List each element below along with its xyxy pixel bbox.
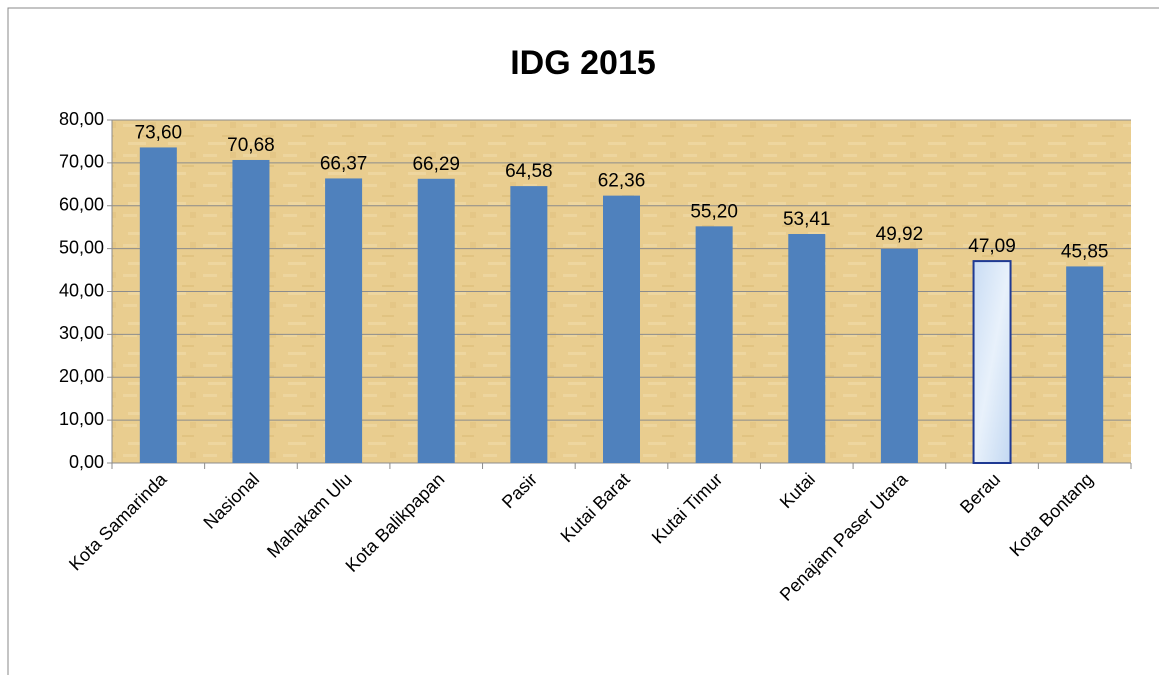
- data-label: 49,92: [876, 224, 924, 245]
- data-label: 70,68: [227, 135, 275, 156]
- y-tick-label: 40,00: [59, 280, 104, 300]
- x-tick-label: Kutai: [776, 469, 819, 512]
- x-tick-label: Mahakam Ulu: [263, 469, 356, 562]
- bar: [788, 234, 826, 463]
- data-label: 45,85: [1061, 241, 1109, 262]
- data-label: 73,60: [135, 122, 183, 143]
- x-tick-label: Kota Samarinda: [65, 468, 171, 574]
- x-tick-label: Kota Bontang: [1006, 469, 1097, 560]
- data-label: 53,41: [783, 209, 831, 230]
- data-label: 66,37: [320, 153, 368, 174]
- data-label: 47,09: [968, 236, 1016, 257]
- data-label: 55,20: [690, 201, 738, 222]
- x-tick-label: Berau: [956, 469, 1004, 517]
- x-tick-label: Kutai Barat: [557, 469, 634, 546]
- bar: [139, 147, 177, 463]
- y-tick-label: 50,00: [59, 237, 104, 257]
- data-label: 62,36: [598, 171, 646, 192]
- chart-frame: [7, 7, 1159, 675]
- y-tick-label: 80,00: [59, 109, 104, 129]
- bar: [695, 226, 733, 463]
- x-tick-label: Pasir: [498, 469, 541, 512]
- bar: [880, 248, 918, 463]
- y-tick-label: 70,00: [59, 152, 104, 172]
- bar: [232, 159, 270, 463]
- y-tick-label: 0,00: [69, 452, 104, 472]
- bar: [972, 260, 1012, 464]
- data-label: 64,58: [505, 161, 553, 182]
- bar: [1066, 266, 1104, 463]
- y-tick-label: 10,00: [59, 409, 104, 429]
- x-tick-label: Kutai Timur: [648, 469, 727, 548]
- x-tick-label: Kota Balikpapan: [342, 469, 449, 576]
- y-tick-label: 30,00: [59, 323, 104, 343]
- data-label: 66,29: [412, 154, 460, 175]
- bar: [417, 178, 455, 464]
- bar: [603, 195, 640, 463]
- y-tick-label: 60,00: [59, 195, 104, 215]
- bar: [325, 178, 363, 463]
- x-tick-label: Nasional: [199, 469, 263, 533]
- bar: [510, 186, 548, 463]
- chart-title: IDG 2015: [510, 44, 656, 82]
- y-tick-label: 20,00: [59, 366, 104, 386]
